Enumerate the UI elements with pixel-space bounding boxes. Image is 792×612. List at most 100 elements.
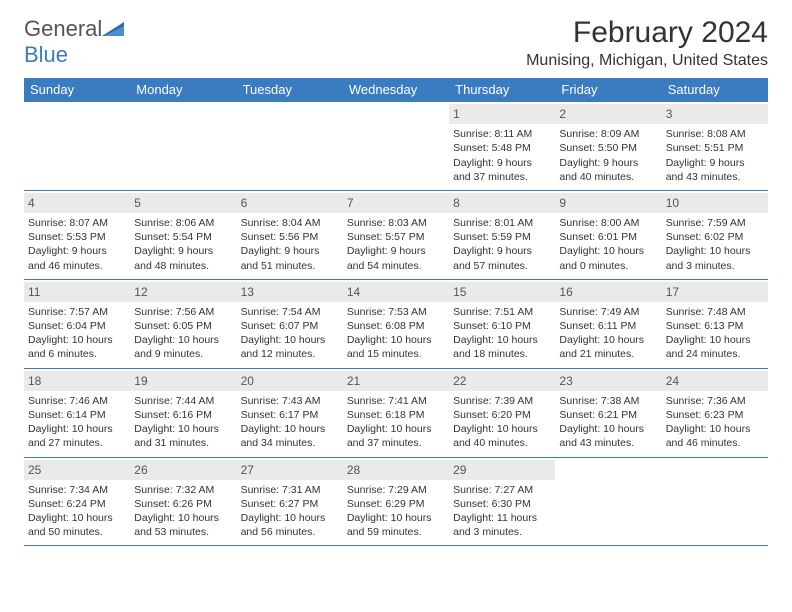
day-cell: 21Sunrise: 7:41 AMSunset: 6:18 PMDayligh…	[343, 368, 449, 457]
day-info-line: Daylight: 9 hours	[559, 156, 657, 170]
day-cell: 25Sunrise: 7:34 AMSunset: 6:24 PMDayligh…	[24, 457, 130, 546]
day-cell: 4Sunrise: 8:07 AMSunset: 5:53 PMDaylight…	[24, 190, 130, 279]
day-info-line: Sunrise: 8:01 AM	[453, 216, 551, 230]
day-info-line: Sunrise: 7:27 AM	[453, 483, 551, 497]
day-info-line: and 9 minutes.	[134, 347, 232, 361]
day-info-line: and 3 minutes.	[666, 259, 764, 273]
day-info-line: and 24 minutes.	[666, 347, 764, 361]
day-info-line: Sunset: 6:27 PM	[241, 497, 339, 511]
calendar-table: SundayMondayTuesdayWednesdayThursdayFrid…	[24, 78, 768, 546]
day-header: Wednesday	[343, 78, 449, 102]
day-cell: 27Sunrise: 7:31 AMSunset: 6:27 PMDayligh…	[237, 457, 343, 546]
logo-text: General Blue	[24, 16, 124, 68]
day-info-line: and 43 minutes.	[559, 436, 657, 450]
day-info-line: Daylight: 10 hours	[28, 511, 126, 525]
day-cell: 7Sunrise: 8:03 AMSunset: 5:57 PMDaylight…	[343, 190, 449, 279]
logo-word1: General	[24, 16, 102, 41]
day-info-line: Sunset: 5:50 PM	[559, 141, 657, 155]
day-number: 21	[343, 371, 449, 391]
day-header: Tuesday	[237, 78, 343, 102]
week-row: 25Sunrise: 7:34 AMSunset: 6:24 PMDayligh…	[24, 457, 768, 546]
day-info-line: Sunset: 6:30 PM	[453, 497, 551, 511]
day-info-line: Sunrise: 8:06 AM	[134, 216, 232, 230]
logo-word2: Blue	[24, 42, 68, 67]
day-number: 9	[555, 193, 661, 213]
day-number: 28	[343, 460, 449, 480]
day-number: 15	[449, 282, 555, 302]
day-info-line: Sunset: 6:26 PM	[134, 497, 232, 511]
day-info-line: Daylight: 10 hours	[347, 422, 445, 436]
day-info-line: Sunrise: 7:39 AM	[453, 394, 551, 408]
day-number: 14	[343, 282, 449, 302]
week-row: 1Sunrise: 8:11 AMSunset: 5:48 PMDaylight…	[24, 102, 768, 191]
day-cell: 1Sunrise: 8:11 AMSunset: 5:48 PMDaylight…	[449, 102, 555, 191]
day-info-line: and 21 minutes.	[559, 347, 657, 361]
day-info-line: Sunrise: 7:29 AM	[347, 483, 445, 497]
day-info-line: Daylight: 9 hours	[134, 244, 232, 258]
day-header: Thursday	[449, 78, 555, 102]
day-cell: 13Sunrise: 7:54 AMSunset: 6:07 PMDayligh…	[237, 279, 343, 368]
day-cell: 17Sunrise: 7:48 AMSunset: 6:13 PMDayligh…	[662, 279, 768, 368]
day-cell: 15Sunrise: 7:51 AMSunset: 6:10 PMDayligh…	[449, 279, 555, 368]
title-block: February 2024 Munising, Michigan, United…	[526, 16, 768, 70]
day-info-line: Daylight: 10 hours	[134, 333, 232, 347]
day-info-line: Daylight: 9 hours	[453, 156, 551, 170]
day-info-line: Sunset: 6:24 PM	[28, 497, 126, 511]
day-cell: 2Sunrise: 8:09 AMSunset: 5:50 PMDaylight…	[555, 102, 661, 191]
month-title: February 2024	[526, 16, 768, 50]
day-info-line: Daylight: 11 hours	[453, 511, 551, 525]
day-info-line: Sunrise: 8:11 AM	[453, 127, 551, 141]
day-number: 19	[130, 371, 236, 391]
day-cell: 8Sunrise: 8:01 AMSunset: 5:59 PMDaylight…	[449, 190, 555, 279]
day-info-line: Sunset: 6:16 PM	[134, 408, 232, 422]
day-info-line: and 50 minutes.	[28, 525, 126, 539]
day-info-line: Sunrise: 8:09 AM	[559, 127, 657, 141]
logo: General Blue	[24, 16, 124, 68]
day-info-line: Sunset: 6:05 PM	[134, 319, 232, 333]
day-info-line: Sunrise: 7:57 AM	[28, 305, 126, 319]
day-info-line: Sunset: 6:13 PM	[666, 319, 764, 333]
day-info-line: Daylight: 10 hours	[241, 333, 339, 347]
day-info-line: Daylight: 10 hours	[666, 422, 764, 436]
day-cell: 29Sunrise: 7:27 AMSunset: 6:30 PMDayligh…	[449, 457, 555, 546]
day-info-line: Sunrise: 7:56 AM	[134, 305, 232, 319]
day-info-line: Sunrise: 8:04 AM	[241, 216, 339, 230]
day-cell: 11Sunrise: 7:57 AMSunset: 6:04 PMDayligh…	[24, 279, 130, 368]
day-info-line: Sunset: 5:51 PM	[666, 141, 764, 155]
day-header: Sunday	[24, 78, 130, 102]
day-cell: 14Sunrise: 7:53 AMSunset: 6:08 PMDayligh…	[343, 279, 449, 368]
day-info-line: Daylight: 10 hours	[241, 422, 339, 436]
day-header: Monday	[130, 78, 236, 102]
day-info-line: Sunset: 5:53 PM	[28, 230, 126, 244]
day-info-line: Daylight: 9 hours	[241, 244, 339, 258]
day-number: 27	[237, 460, 343, 480]
day-info-line: Sunset: 5:56 PM	[241, 230, 339, 244]
day-number: 17	[662, 282, 768, 302]
day-number: 13	[237, 282, 343, 302]
day-cell: 19Sunrise: 7:44 AMSunset: 6:16 PMDayligh…	[130, 368, 236, 457]
day-info-line: Sunset: 6:01 PM	[559, 230, 657, 244]
day-info-line: Sunset: 6:10 PM	[453, 319, 551, 333]
day-info-line: and 40 minutes.	[453, 436, 551, 450]
day-info-line: Daylight: 10 hours	[559, 244, 657, 258]
day-info-line: and 18 minutes.	[453, 347, 551, 361]
day-info-line: Sunrise: 7:53 AM	[347, 305, 445, 319]
day-info-line: and 6 minutes.	[28, 347, 126, 361]
day-cell: 20Sunrise: 7:43 AMSunset: 6:17 PMDayligh…	[237, 368, 343, 457]
day-cell: 18Sunrise: 7:46 AMSunset: 6:14 PMDayligh…	[24, 368, 130, 457]
day-info-line: Sunrise: 7:46 AM	[28, 394, 126, 408]
day-cell: 24Sunrise: 7:36 AMSunset: 6:23 PMDayligh…	[662, 368, 768, 457]
day-info-line: and 34 minutes.	[241, 436, 339, 450]
day-info-line: Sunset: 6:18 PM	[347, 408, 445, 422]
day-info-line: and 54 minutes.	[347, 259, 445, 273]
day-cell: 12Sunrise: 7:56 AMSunset: 6:05 PMDayligh…	[130, 279, 236, 368]
day-cell: 16Sunrise: 7:49 AMSunset: 6:11 PMDayligh…	[555, 279, 661, 368]
day-info-line: and 51 minutes.	[241, 259, 339, 273]
day-info-line: Daylight: 10 hours	[28, 422, 126, 436]
day-number: 22	[449, 371, 555, 391]
day-info-line: and 37 minutes.	[453, 170, 551, 184]
day-info-line: Daylight: 10 hours	[559, 333, 657, 347]
day-cell: 3Sunrise: 8:08 AMSunset: 5:51 PMDaylight…	[662, 102, 768, 191]
day-number: 1	[449, 104, 555, 124]
week-row: 4Sunrise: 8:07 AMSunset: 5:53 PMDaylight…	[24, 190, 768, 279]
